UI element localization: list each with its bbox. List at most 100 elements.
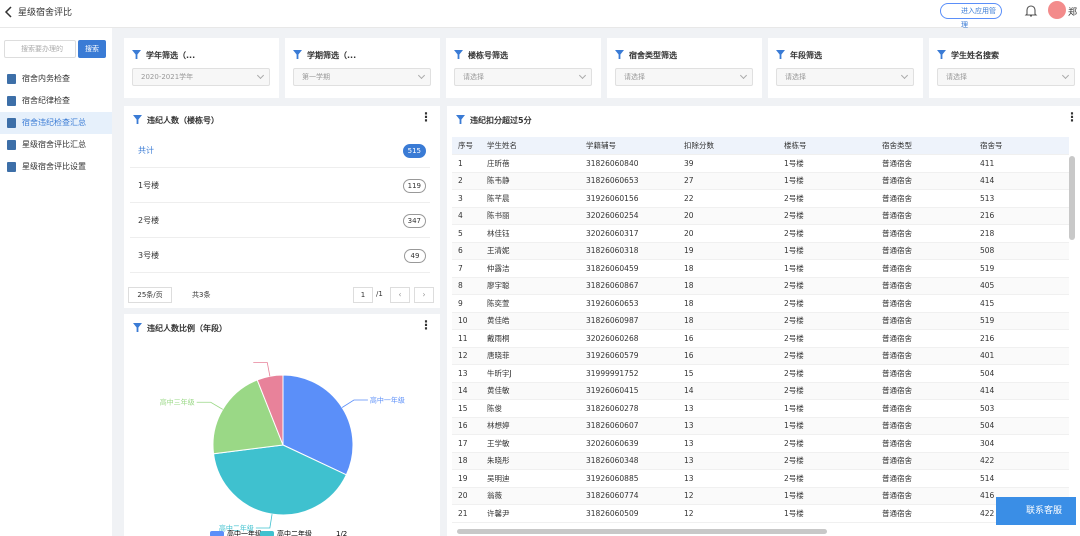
table-body: 1 庄昕蓓 31826060840 39 1号楼 普通宿舍 411 2 陈韦静 318260606… — [452, 154, 1069, 523]
table-cell: 林想婷 — [481, 417, 580, 435]
table-row[interactable]: 7 仲露洁 31826060459 18 1号楼 普通宿舍 519 — [452, 259, 1069, 278]
table-cell: 405 — [974, 277, 1069, 295]
table-row[interactable]: 14 黄佳敏 31926060415 14 2号楼 普通宿舍 414 — [452, 382, 1069, 400]
table-cell: 31926060579 — [580, 347, 678, 365]
table-row[interactable]: 13 牛昕宇J 31999991752 15 2号楼 普通宿舍 504 — [452, 364, 1069, 383]
table-cell: 12 — [452, 347, 481, 365]
search-button[interactable]: 搜索 — [78, 40, 106, 58]
table-cell: 16 — [678, 347, 778, 365]
building-row[interactable]: 共计 515 — [130, 133, 430, 168]
avatar[interactable] — [1048, 1, 1066, 19]
more-button[interactable]: ⋮ — [420, 110, 432, 124]
table-row[interactable]: 17 王学敏 32026060639 13 2号楼 普通宿舍 304 — [452, 434, 1069, 453]
table-cell: 2号楼 — [778, 207, 876, 225]
next-page[interactable]: › — [414, 287, 434, 303]
count-badge: 119 — [402, 179, 426, 193]
page-size[interactable]: 25条/页 — [128, 287, 172, 303]
table-cell: 普通宿舍 — [876, 312, 974, 330]
more-button[interactable]: ⋮ — [1066, 110, 1078, 124]
table-cell: 普通宿舍 — [876, 172, 974, 190]
page-title: 星级宿舍评比 — [18, 8, 73, 18]
table-cell: 15 — [452, 399, 481, 418]
table-cell: 普通宿舍 — [876, 294, 974, 313]
table-cell: 陈芊晨 — [481, 189, 580, 208]
table-cell: 2号楼 — [778, 347, 876, 365]
menu-item[interactable]: 宿舍违纪检查汇总 — [0, 112, 112, 134]
filter-select[interactable]: 请选择 — [937, 68, 1075, 86]
table-row[interactable]: 3 陈芊晨 31926060156 22 2号楼 普通宿舍 513 — [452, 189, 1069, 208]
filter-label: 学年筛选（... — [132, 50, 195, 61]
table-cell: 411 — [974, 154, 1069, 173]
table-cell: 513 — [974, 189, 1069, 208]
table-cell: 218 — [974, 224, 1069, 243]
table-cell: 13 — [678, 434, 778, 453]
building-panel: 违纪人数（楼栋号） ⋮ 共计 515 1号楼 119 2号楼 347 3号楼 49 25条/页… — [124, 106, 440, 308]
table-cell: 普通宿舍 — [876, 347, 974, 365]
table-row[interactable]: 10 黄佳皓 31826060987 18 2号楼 普通宿舍 519 — [452, 312, 1069, 330]
page-number[interactable]: 1 — [353, 287, 373, 303]
menu: 宿舍内务检查 宿舍纪律检查 宿舍违纪检查汇总 星级宿舍评比汇总 星级宿舍评比设置 — [0, 68, 112, 188]
table-cell: 2号楼 — [778, 189, 876, 208]
menu-item[interactable]: 星级宿舍评比汇总 — [0, 134, 112, 156]
table-row[interactable]: 15 陈俊 31826060278 13 1号楼 普通宿舍 503 — [452, 399, 1069, 418]
table-cell: 15 — [678, 364, 778, 383]
table-cell: 仲露洁 — [481, 259, 580, 278]
table-row[interactable]: 19 吴明迪 31926060885 13 2号楼 普通宿舍 514 — [452, 469, 1069, 488]
prev-page[interactable]: ‹ — [390, 287, 410, 303]
app-button[interactable]: 进入应用管理 — [940, 3, 1002, 29]
service-button[interactable]: 联系客服 — [996, 497, 1076, 525]
table-row[interactable]: 12 唐晓菲 31926060579 16 2号楼 普通宿舍 401 — [452, 347, 1069, 365]
column-header: 序号 — [452, 137, 481, 155]
building-row[interactable]: 1号楼 119 — [130, 168, 430, 203]
table-cell: 普通宿舍 — [876, 452, 974, 470]
table-row[interactable]: 2 陈韦静 31826060653 27 1号楼 普通宿舍 414 — [452, 172, 1069, 190]
table-cell: 504 — [974, 417, 1069, 435]
column-header: 学籍辅号 — [580, 137, 678, 155]
table-row[interactable]: 11 戴雨桐 32026060268 16 2号楼 普通宿舍 216 — [452, 329, 1069, 348]
table-cell: 普通宿舍 — [876, 224, 974, 243]
more-button[interactable]: ⋮ — [420, 318, 432, 332]
filter-select[interactable]: 第一学期 — [293, 68, 431, 86]
back-icon[interactable] — [4, 6, 14, 18]
table-row[interactable]: 8 廖宇聪 31826060867 18 2号楼 普通宿舍 405 — [452, 277, 1069, 295]
table-row[interactable]: 16 林想婷 31826060607 13 1号楼 普通宿舍 504 — [452, 417, 1069, 435]
table-cell: 吴明迪 — [481, 469, 580, 488]
table-row[interactable]: 6 王清妮 31826060318 19 1号楼 普通宿舍 508 — [452, 242, 1069, 260]
filter-select[interactable]: 请选择 — [776, 68, 914, 86]
table-row[interactable]: 1 庄昕蓓 31826060840 39 1号楼 普通宿舍 411 — [452, 154, 1069, 173]
table-cell: 39 — [678, 154, 778, 173]
table-cell: 牛昕宇J — [481, 364, 580, 383]
menu-item[interactable]: 宿舍内务检查 — [0, 68, 112, 90]
menu-item[interactable]: 宿舍纪律检查 — [0, 90, 112, 112]
table-row[interactable]: 18 朱晓彤 31826060348 13 2号楼 普通宿舍 422 — [452, 452, 1069, 470]
table-cell: 18 — [678, 259, 778, 278]
table-cell: 普通宿舍 — [876, 277, 974, 295]
building-row[interactable]: 3号楼 49 — [130, 238, 430, 273]
table-row[interactable]: 20 翁薇 31826060774 12 1号楼 普通宿舍 416 — [452, 487, 1069, 505]
table-row[interactable]: 5 林佳钰 32026060317 20 2号楼 普通宿舍 218 — [452, 224, 1069, 243]
table-cell: 503 — [974, 399, 1069, 418]
filter-select[interactable]: 请选择 — [454, 68, 592, 86]
table-cell: 422 — [974, 452, 1069, 470]
table-row[interactable]: 21 许馨尹 31826060509 12 1号楼 普通宿舍 422 — [452, 504, 1069, 523]
search-input[interactable]: 搜索要办理的 — [4, 40, 76, 58]
total-count: 共3条 — [192, 291, 211, 299]
building-row[interactable]: 2号楼 347 — [130, 203, 430, 238]
table-cell: 2号楼 — [778, 469, 876, 488]
v-scrollbar[interactable] — [1069, 156, 1075, 240]
filter-select[interactable]: 请选择 — [615, 68, 753, 86]
bell-icon[interactable] — [1024, 3, 1038, 19]
filter-select[interactable]: 2020-2021学年 — [132, 68, 270, 86]
table-cell: 1 — [452, 154, 481, 173]
table-cell: 14 — [678, 382, 778, 400]
table-row[interactable]: 4 陈书丽 32026060254 20 2号楼 普通宿舍 216 — [452, 207, 1069, 225]
legend-page: 1/2 — [336, 530, 347, 536]
table-cell: 黄佳皓 — [481, 312, 580, 330]
table-cell: 2 — [452, 172, 481, 190]
table-cell: 朱晓彤 — [481, 452, 580, 470]
h-scrollbar[interactable] — [457, 529, 827, 534]
table-row[interactable]: 9 陈奕萱 31926060653 18 2号楼 普通宿舍 415 — [452, 294, 1069, 313]
table-cell: 14 — [452, 382, 481, 400]
table-cell: 1号楼 — [778, 504, 876, 523]
menu-item[interactable]: 星级宿舍评比设置 — [0, 156, 112, 178]
